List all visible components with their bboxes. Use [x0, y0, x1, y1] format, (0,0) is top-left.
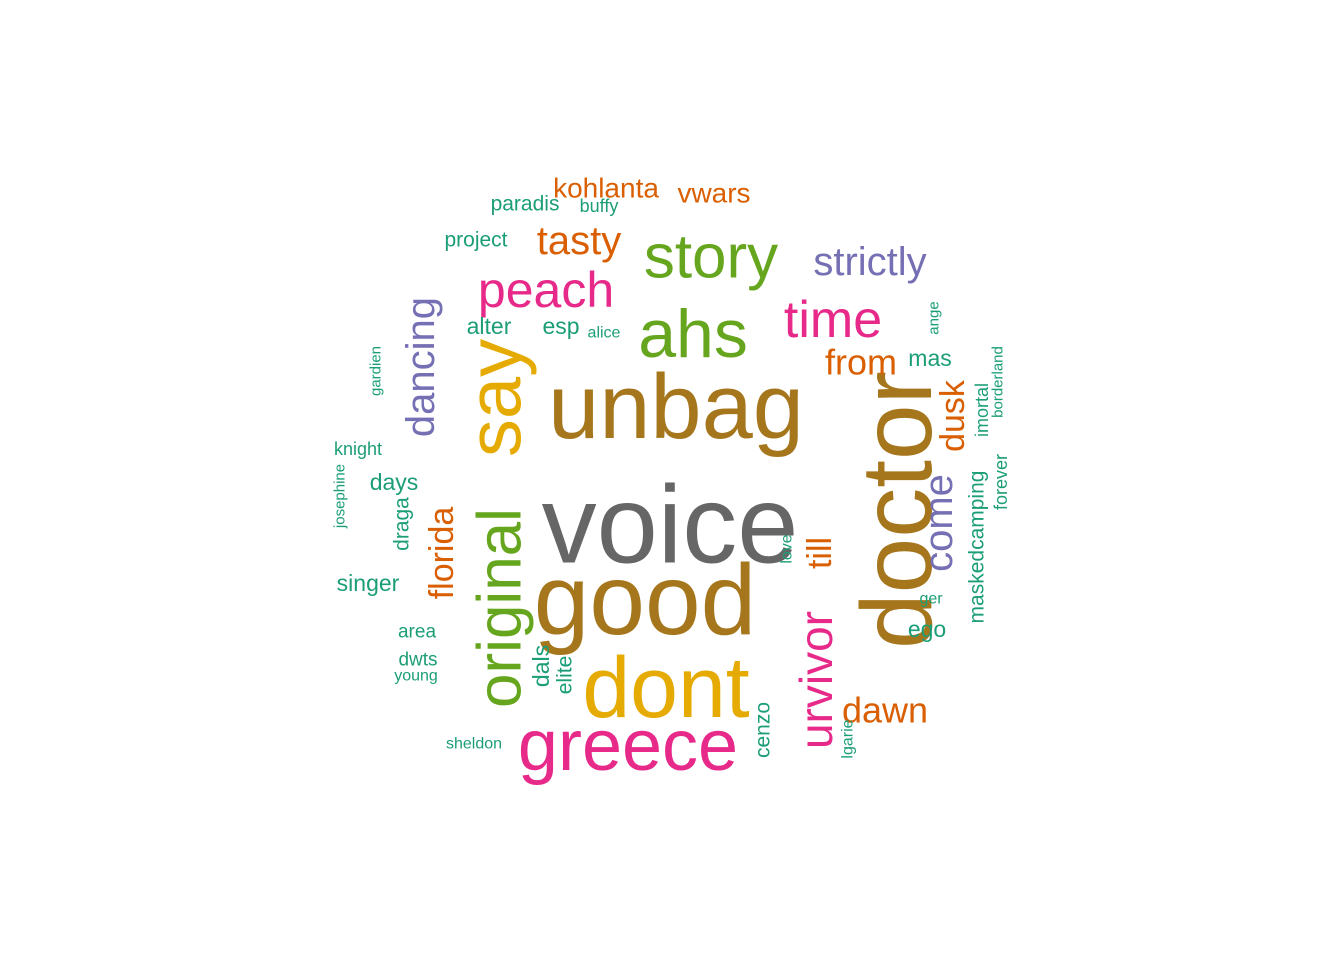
word-project: project [444, 229, 507, 252]
word-florida: florida [423, 507, 461, 600]
word-good: good [534, 544, 756, 656]
word-ange: ange [926, 301, 943, 334]
word-vwars: vwars [677, 178, 750, 209]
word-unbag: unbag [548, 356, 804, 458]
word-mas: mas [908, 345, 951, 371]
word-story: story [644, 223, 778, 292]
word-urvivor: urvivor [790, 611, 842, 749]
word-original: original [466, 508, 535, 708]
word-ahs: ahs [638, 296, 748, 372]
word-josephine: josephine [332, 464, 349, 529]
word-voice: voice [542, 464, 799, 587]
word-elite: elite [554, 656, 577, 695]
word-strictly: strictly [813, 240, 926, 284]
word-dancing: dancing [399, 297, 443, 437]
word-from: from [825, 342, 897, 383]
word-maskedcamping: maskedcamping [966, 471, 989, 624]
word-area: area [398, 622, 436, 643]
word-gardien: gardien [368, 346, 385, 396]
word-peach: peach [478, 262, 614, 318]
word-tasty: tasty [537, 219, 621, 263]
word-young: young [394, 668, 438, 685]
word-buffy: buffy [580, 196, 619, 216]
word-dont: dont [582, 640, 749, 736]
word-days: days [370, 469, 419, 495]
word-dusk: dusk [934, 379, 972, 452]
word-borderland: borderland [990, 346, 1007, 418]
word-esp: esp [542, 313, 579, 339]
word-ego: ego [908, 616, 946, 642]
word-greece: greece [518, 706, 738, 786]
word-draga: draga [391, 497, 414, 551]
word-ger: ger [919, 591, 943, 608]
word-alice: alice [588, 325, 621, 342]
word-come: come [917, 474, 961, 572]
word-dals: dals [528, 645, 554, 687]
word-lgarie: lgarie [840, 719, 857, 758]
word-say: say [453, 339, 538, 457]
word-love: love [779, 534, 796, 563]
word-dwts: dwts [398, 650, 437, 671]
word-knight: knight [334, 439, 382, 459]
word-time: time [784, 291, 882, 349]
word-forever: forever [991, 454, 1011, 510]
word-sheldon: sheldon [446, 736, 502, 753]
word-doctor: doctor [841, 371, 953, 649]
word-paradis: paradis [491, 193, 560, 216]
word-alter: alter [467, 313, 512, 339]
word-cenzo: cenzo [752, 702, 775, 758]
word-till: till [801, 537, 839, 569]
word-kohlanta: kohlanta [553, 173, 659, 204]
word-singer: singer [337, 570, 400, 596]
word-imortal: imortal [972, 383, 992, 437]
word-dawn: dawn [842, 690, 928, 731]
